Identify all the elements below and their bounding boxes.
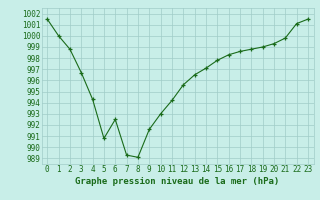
X-axis label: Graphe pression niveau de la mer (hPa): Graphe pression niveau de la mer (hPa) (76, 177, 280, 186)
